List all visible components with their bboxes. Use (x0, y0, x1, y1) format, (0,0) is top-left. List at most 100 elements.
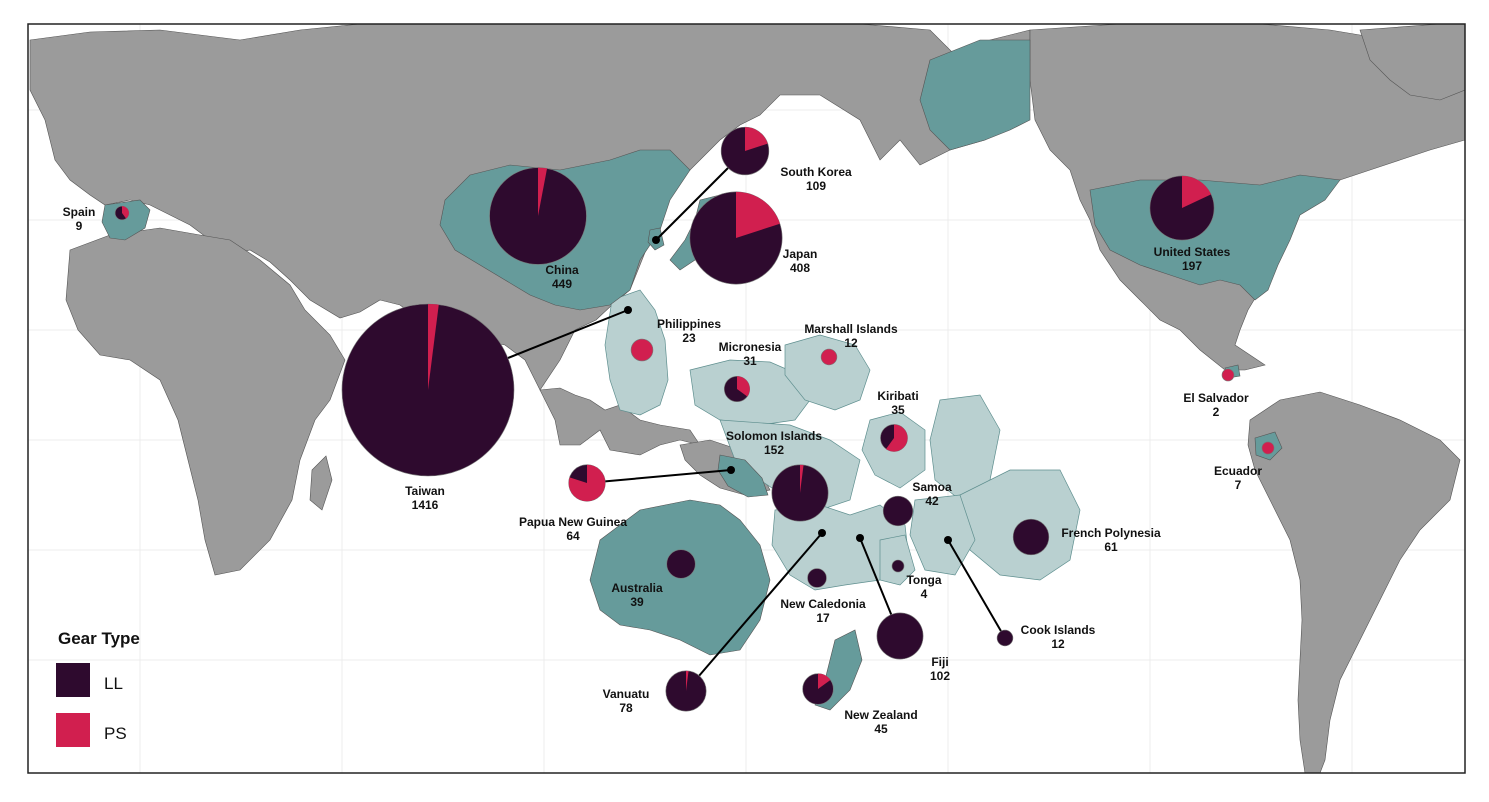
landmass-greenland (1359, 24, 1465, 101)
legend-label-ps: PS (104, 724, 127, 743)
landmass-south-america (1247, 391, 1461, 773)
eez-marshall-islands (784, 334, 871, 411)
pie-slice-ps (568, 464, 606, 502)
country-name-samoa: Samoa (912, 480, 952, 494)
pie-vanuatu (665, 670, 707, 712)
country-name-south-korea: South Korea (780, 165, 852, 179)
pie-slice-ps (428, 304, 439, 390)
country-name-kiribati: Kiribati (877, 389, 918, 403)
pie-new-caledonia (807, 568, 827, 588)
country-shape-alaska (919, 39, 1031, 151)
country-name-taiwan: Taiwan (405, 484, 445, 498)
country-value-south-korea: 109 (806, 179, 826, 193)
pie-slice-ll (891, 559, 905, 573)
country-name-japan: Japan (783, 247, 818, 261)
pie-slice-ll (1012, 518, 1050, 556)
pie-slice-ll (882, 495, 914, 527)
leader-dot-cook-islands (944, 536, 952, 544)
map-panel-border (27, 23, 1466, 774)
pie-ecuador (1261, 441, 1275, 455)
country-name-cook-islands: Cook Islands (1021, 623, 1096, 637)
legend-title: Gear Type (58, 629, 140, 648)
eez-micronesia (689, 359, 811, 426)
pie-samoa (882, 495, 914, 527)
country-value-papua-new-guinea: 64 (566, 529, 580, 543)
country-value-new-caledonia: 17 (816, 611, 830, 625)
country-value-micronesia: 31 (743, 354, 757, 368)
country-name-fiji: Fiji (931, 655, 948, 669)
legend-swatch-ps (56, 713, 90, 747)
pie-australia (666, 549, 696, 579)
country-name-papua-new-guinea: Papua New Guinea (519, 515, 627, 529)
leader-line-cook-islands (947, 539, 1006, 639)
country-value-australia: 39 (630, 595, 644, 609)
pie-spain (114, 205, 130, 221)
country-name-solomon-islands: Solomon Islands (726, 429, 822, 443)
leader-dot-taiwan (624, 306, 632, 314)
pie-slice-ll (807, 568, 827, 588)
pie-slice-ps (1261, 441, 1275, 455)
pie-french-polynesia (1012, 518, 1050, 556)
pie-fiji (876, 612, 924, 660)
leader-line-vanuatu (685, 532, 823, 692)
leader-dot-fiji (856, 534, 864, 542)
pie-slice-ps (686, 670, 689, 691)
pie-papua-new-guinea (568, 464, 606, 502)
country-name-new-zealand: New Zealand (844, 708, 917, 722)
country-name-marshall-islands: Marshall Islands (804, 322, 898, 336)
pie-slice-ps (820, 348, 838, 366)
country-name-el-salvador: El Salvador (1183, 391, 1249, 405)
landmass-africa (65, 227, 346, 576)
country-value-china: 449 (552, 277, 572, 291)
pie-slice-ps (1221, 368, 1235, 382)
pie-cook-islands (996, 629, 1014, 647)
country-value-tonga: 4 (921, 587, 928, 601)
leader-line-papua-new-guinea (586, 469, 732, 484)
pie-micronesia (723, 375, 751, 403)
pie-kiribati (880, 424, 908, 452)
pie-marshall-islands (820, 348, 838, 366)
pie-tonga (891, 559, 905, 573)
pie-slice-ll (666, 549, 696, 579)
country-value-spain: 9 (76, 219, 83, 233)
pie-slice-ps (1182, 175, 1212, 208)
pie-slice-ps (630, 338, 654, 362)
country-name-french-polynesia: French Polynesia (1061, 526, 1161, 540)
leader-dot-south-korea (652, 236, 660, 244)
eez-cook-islands (909, 494, 976, 576)
pie-symbols (114, 126, 1275, 712)
country-value-philippines: 23 (682, 331, 696, 345)
country-value-japan: 408 (790, 261, 810, 275)
legend-swatch-ll (56, 663, 90, 697)
country-name-philippines: Philippines (657, 317, 721, 331)
pie-slice-ps (737, 376, 750, 397)
country-name-china: China (545, 263, 579, 277)
pie-slice-ps (736, 191, 780, 238)
pie-china (489, 167, 587, 265)
country-name-micronesia: Micronesia (719, 340, 782, 354)
pie-japan (689, 191, 783, 285)
country-value-solomon-islands: 152 (764, 443, 784, 457)
country-name-australia: Australia (611, 581, 663, 595)
country-value-ecuador: 7 (1235, 478, 1242, 492)
country-value-vanuatu: 78 (619, 701, 633, 715)
landmass-madagascar (309, 455, 333, 511)
country-value-marshall-islands: 12 (844, 336, 858, 350)
